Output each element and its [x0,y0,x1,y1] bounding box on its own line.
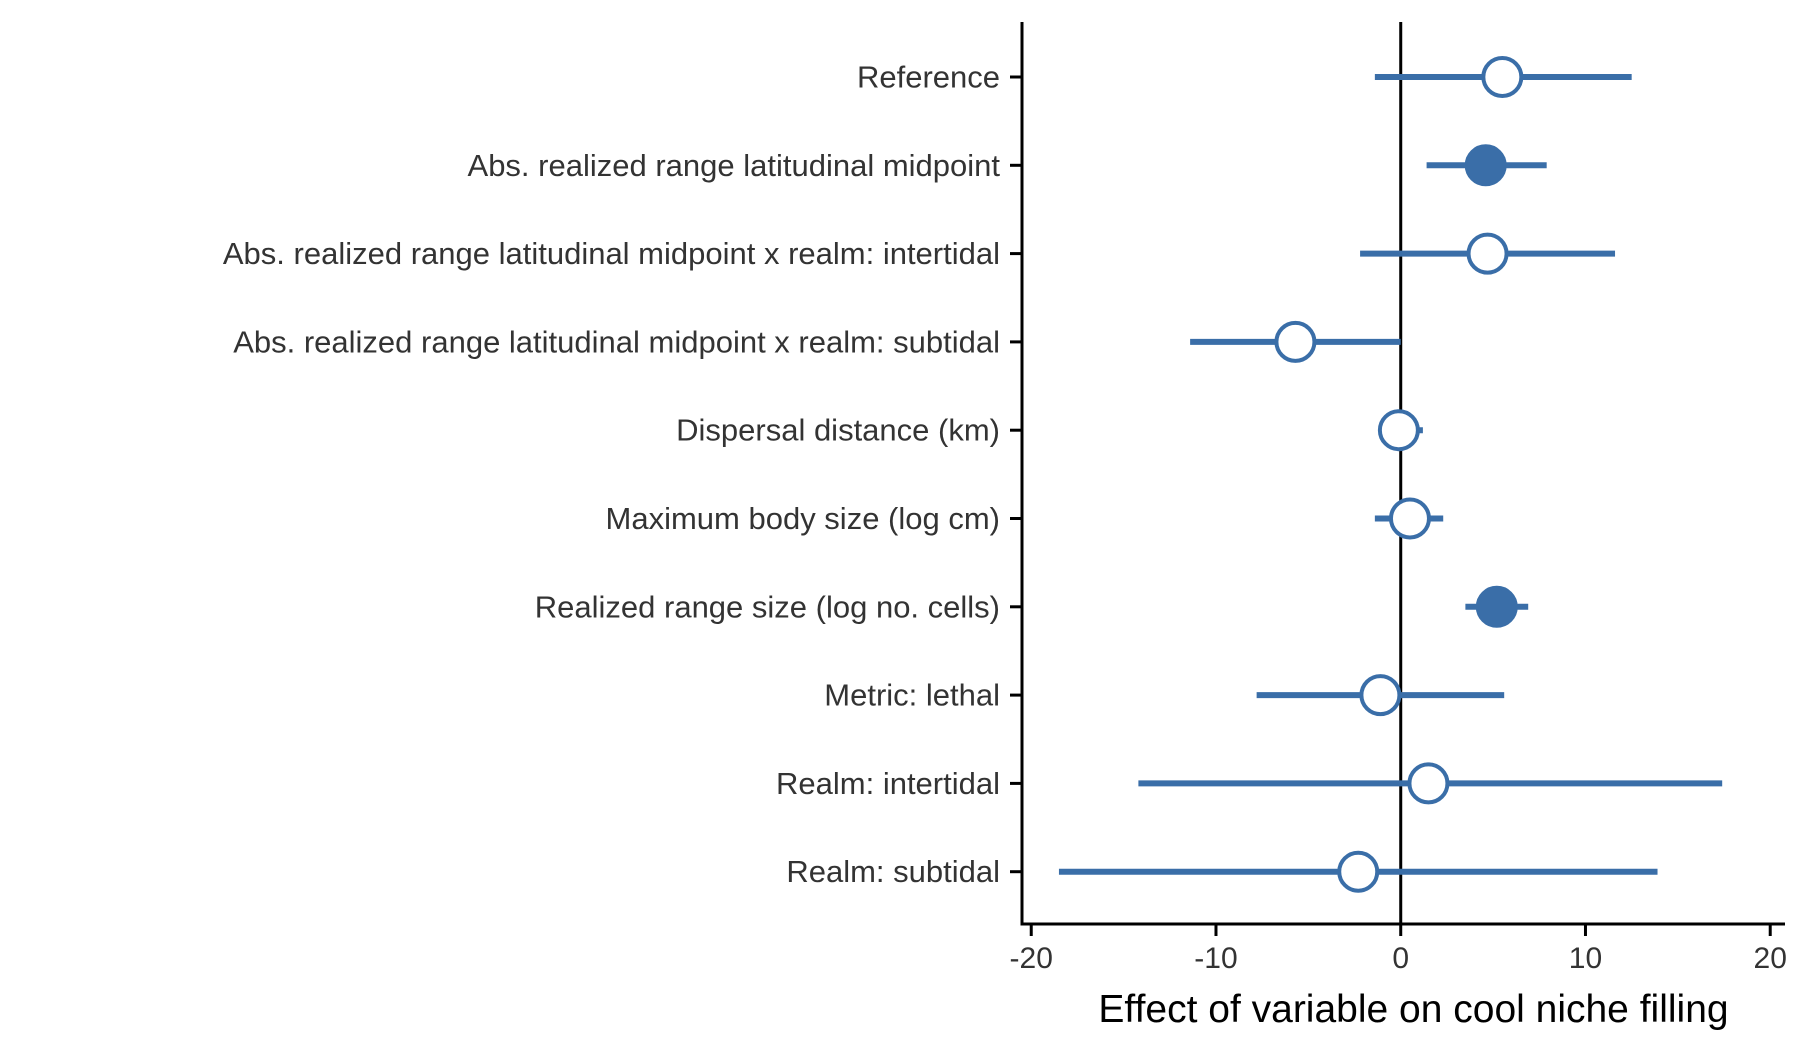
row-label: Reference [857,60,1000,95]
x-tick-label: 10 [1569,942,1602,975]
x-tick-label: 0 [1392,942,1409,975]
x-axis-ticks: -20 -10 0 10 20 [1010,924,1787,975]
row-label: Abs. realized range latitudinal midpoint… [223,236,1000,271]
y-axis-ticks [1010,75,1022,874]
confidence-intervals [1058,74,1723,875]
point-estimate-open [1466,232,1509,275]
point-estimates [1274,56,1524,893]
point-estimate-open [1388,497,1431,540]
row-label: Maximum body size (log cm) [606,501,1000,536]
row-label: Metric: lethal [824,678,1000,713]
row-label: Realm: intertidal [776,766,1000,801]
row-label: Realized range size (log no. cells) [535,589,1000,624]
x-tick-label: -10 [1194,942,1237,975]
row-label: Abs. realized range latitudinal midpoint… [233,324,1000,359]
row-label: Abs. realized range latitudinal midpoint [468,148,1001,183]
x-axis-title: Effect of variable on cool niche filling [1098,988,1728,1031]
point-estimate-open [1481,56,1524,98]
row-labels: Reference Abs. realized range latitudinal… [223,60,1001,890]
row-label: Dispersal distance (km) [676,413,1000,448]
point-estimate-filled [1464,144,1507,187]
point-estimate-open [1359,674,1402,717]
point-estimate-open [1337,850,1380,893]
row-label: Realm: subtidal [786,854,1000,889]
point-estimate-open [1407,762,1450,805]
x-tick-label: 20 [1754,942,1787,975]
point-estimate-open [1274,320,1317,363]
point-estimate-open [1377,409,1420,452]
x-tick-label: -20 [1010,942,1053,975]
point-estimate-filled [1475,585,1518,628]
